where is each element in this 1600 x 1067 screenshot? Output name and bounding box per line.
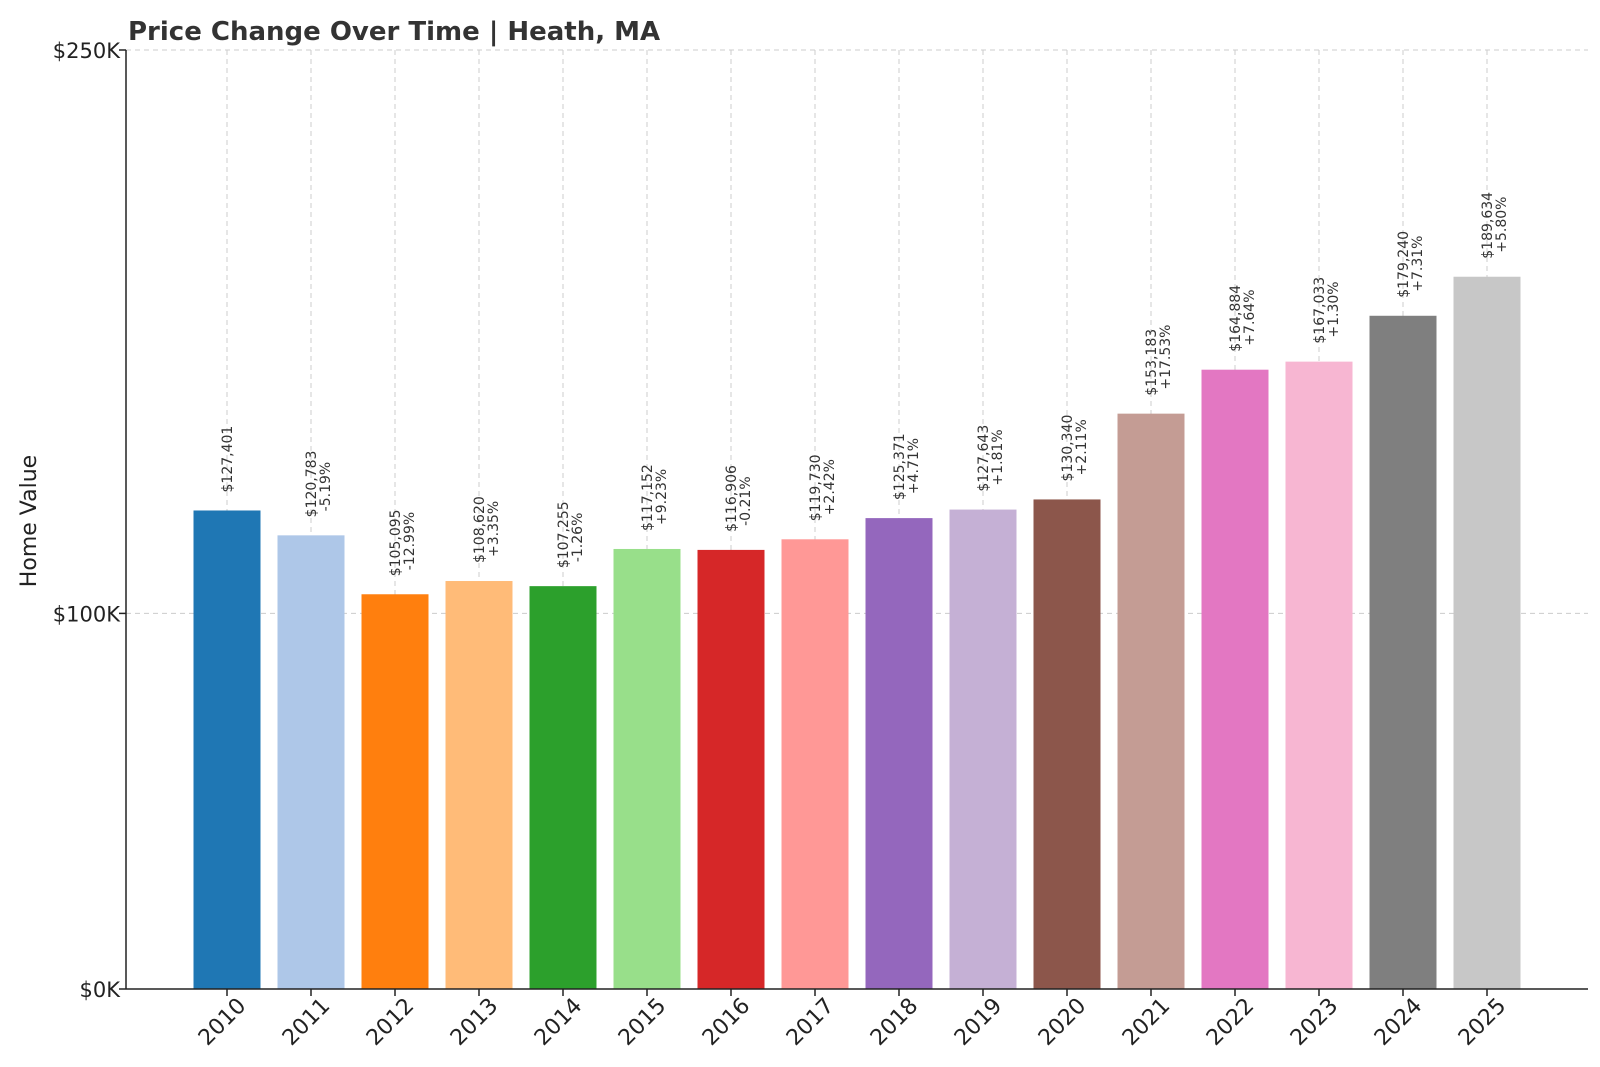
x-tick-label: 2023 — [1286, 994, 1343, 1051]
change-label: -12.99% — [402, 512, 418, 570]
change-label: -0.21% — [738, 476, 754, 526]
value-label: $130,340 — [1060, 415, 1076, 482]
value-label: $179,240 — [1396, 231, 1412, 298]
bar-2024 — [1369, 315, 1437, 990]
change-label: +17.53% — [1158, 325, 1174, 390]
x-tick-label: 2017 — [782, 994, 839, 1051]
value-label: $127,401 — [220, 426, 236, 493]
y-axis-label: Home Value — [17, 455, 42, 587]
change-label: -5.19% — [318, 462, 334, 512]
chart-title: Price Change Over Time | Heath, MA — [128, 17, 660, 47]
value-label: $189,634 — [1480, 192, 1496, 259]
bar-2014 — [529, 586, 597, 989]
bars — [193, 276, 1521, 990]
axes — [125, 50, 1588, 990]
value-label: $153,183 — [1144, 329, 1160, 396]
change-label: +4.71% — [906, 438, 922, 494]
y-tick-label: $100K — [53, 602, 121, 626]
x-tick-label: 2012 — [362, 994, 419, 1051]
x-tick-label: 2021 — [1118, 994, 1175, 1051]
bar-2019 — [949, 509, 1017, 989]
x-tick-label: 2022 — [1202, 994, 1259, 1051]
change-label: +1.81% — [990, 429, 1006, 485]
data-labels: $127,401 $120,783-5.19% $105,095-12.99% $10… — [220, 192, 1510, 576]
value-label: $167,033 — [1312, 277, 1328, 344]
bar-2021 — [1117, 413, 1185, 989]
x-tick-label: 2020 — [1034, 994, 1091, 1051]
bar-2016 — [697, 549, 765, 989]
x-tick-label: 2015 — [614, 994, 671, 1051]
x-tick-label: 2025 — [1454, 994, 1511, 1051]
bar-2020 — [1033, 499, 1101, 989]
x-tick-label: 2014 — [530, 994, 587, 1051]
change-label: +9.23% — [654, 469, 670, 525]
value-label: $117,152 — [640, 464, 656, 531]
x-tick-label: 2018 — [866, 994, 923, 1051]
x-tick-label: 2013 — [446, 994, 503, 1051]
change-label: -1.26% — [570, 513, 586, 563]
bar-2022 — [1201, 369, 1269, 990]
bar-2025 — [1453, 276, 1521, 989]
change-label: +5.80% — [1494, 197, 1510, 253]
change-label: +3.35% — [486, 501, 502, 557]
bar-2013 — [445, 581, 513, 989]
value-label: $120,783 — [304, 451, 320, 518]
value-label: $107,255 — [556, 501, 572, 568]
change-label: +7.31% — [1410, 236, 1426, 292]
bar-2018 — [865, 518, 933, 989]
bar-2017 — [781, 539, 849, 989]
x-tick-label: 2010 — [194, 994, 251, 1051]
value-label: $105,095 — [388, 509, 404, 576]
value-label: $108,620 — [472, 496, 488, 563]
x-tick-label: 2016 — [698, 994, 755, 1051]
value-label: $119,730 — [808, 454, 824, 521]
change-label: +1.30% — [1326, 281, 1342, 337]
bar-2023 — [1285, 361, 1353, 990]
bar-2012 — [361, 594, 429, 989]
value-label: $125,371 — [892, 433, 908, 500]
grid-lines — [126, 49, 1588, 989]
value-label: $127,643 — [976, 425, 992, 492]
change-label: +2.42% — [822, 459, 838, 515]
y-tick-label: $0K — [80, 978, 122, 1002]
value-label: $164,884 — [1228, 285, 1244, 352]
value-label: $116,906 — [724, 465, 740, 532]
bar-2015 — [613, 548, 681, 989]
x-tick-label: 2019 — [950, 994, 1007, 1051]
change-label: +2.11% — [1074, 419, 1090, 475]
x-tick-label: 2024 — [1370, 994, 1427, 1051]
x-tick-label: 2011 — [278, 994, 335, 1051]
bar-2011 — [277, 535, 345, 989]
change-label: +7.64% — [1242, 289, 1258, 345]
y-tick-label: $250K — [53, 39, 121, 63]
bar-2010 — [193, 510, 261, 989]
